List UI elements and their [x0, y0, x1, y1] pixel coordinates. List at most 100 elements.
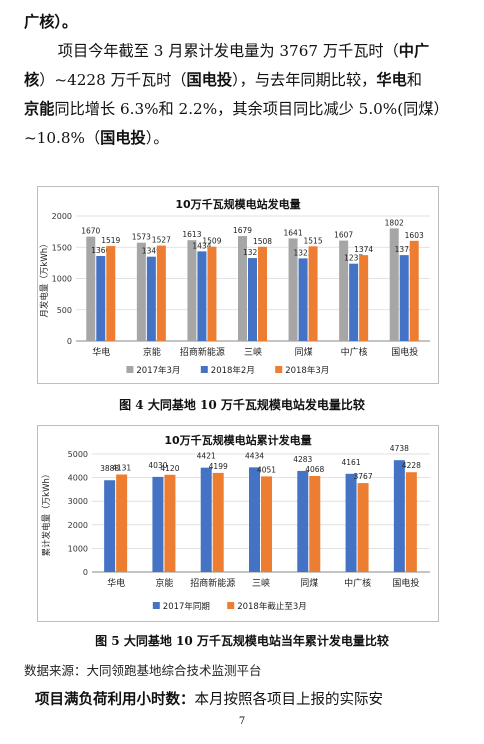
bar [146, 256, 156, 341]
data-label: 1802 [385, 218, 404, 227]
closing-line: 项目满负荷利用小时数：本月按照各项目上报的实际安 [35, 688, 383, 709]
bar [212, 472, 224, 572]
bar [96, 256, 106, 341]
y-tick-label: 2000 [68, 521, 88, 530]
bar [104, 480, 116, 572]
data-label: 1603 [405, 231, 424, 240]
legend-label: 2017年3月 [136, 365, 180, 376]
bar [200, 467, 212, 572]
data-label: 1509 [202, 237, 221, 246]
legend-label: 2018年截止至3月 [237, 601, 307, 612]
bar [136, 242, 146, 341]
data-label: 4051 [257, 465, 276, 474]
legend-label: 2017年同期 [163, 601, 210, 612]
data-label: 1527 [152, 236, 171, 245]
bar [298, 258, 308, 341]
bar [238, 236, 247, 341]
x-tick-label: 华电 [92, 346, 110, 358]
para-text: 广核）。 [24, 13, 78, 31]
legend-swatch [200, 366, 208, 373]
bar [297, 470, 309, 572]
x-tick-label: 华电 [107, 577, 125, 589]
bar [86, 236, 96, 341]
data-label: 1613 [182, 230, 201, 239]
chart-title: 10万千瓦规模电站累计发电量 [164, 434, 312, 447]
data-label: 1349 [142, 247, 161, 256]
bar [308, 246, 318, 341]
bar [389, 228, 399, 341]
para-text: 中广 [398, 42, 430, 60]
bar [261, 476, 272, 572]
para-text: 国电投 [100, 129, 146, 147]
para-text: ~10.8%（ [24, 129, 101, 147]
para-text: 项目今年截至 3 月累计发电量为 3767 万千瓦时（ [57, 42, 399, 60]
y-tick-label: 1500 [52, 243, 72, 252]
data-label: 1679 [233, 226, 252, 235]
body-paragraph: 广核）。 项目今年截至 3 月累计发电量为 3767 万千瓦时（中广 核）~42… [24, 8, 464, 153]
closing-text: 本月按照各项目上报的实际安 [194, 692, 384, 708]
x-tick-label: 招商新能源 [190, 577, 235, 589]
para-line-5: ~10.8%（国电投）。 [24, 124, 464, 153]
figure-4-caption: 图 4 大同基地 10 万千瓦规模电站发电量比较 [119, 398, 365, 412]
x-tick-label: 三峡 [252, 577, 270, 589]
y-tick-label: 4000 [68, 474, 88, 483]
x-tick-label: 招商新能源 [180, 346, 225, 358]
y-axis-label: 月发电量（万kWh） [39, 239, 50, 317]
bar [405, 472, 417, 572]
data-label: 4228 [402, 461, 421, 470]
x-tick-label: 同煤 [300, 577, 318, 589]
bar [309, 475, 321, 572]
chart-title: 10万千瓦规模电站发电量 [175, 198, 301, 211]
x-tick-label: 国电投 [391, 346, 418, 358]
bar [156, 245, 166, 341]
x-tick-label: 京能 [155, 577, 173, 589]
y-tick-label: 2000 [52, 212, 72, 221]
bar [357, 483, 369, 572]
bar [345, 473, 357, 572]
data-label: 4030 [148, 461, 167, 470]
data-label: 1641 [284, 228, 303, 237]
x-tick-label: 京能 [143, 346, 161, 358]
data-label: 1519 [101, 236, 120, 245]
bar [248, 258, 257, 341]
bar [164, 474, 176, 572]
data-label: 1515 [304, 236, 323, 245]
data-label: 4068 [305, 465, 324, 474]
data-label: 1237 [344, 254, 363, 263]
para-text: ），与去年同期比较， [232, 71, 377, 89]
figure-5-caption: 图 5 大同基地 10 万千瓦规模电站当年累计发电量比较 [95, 634, 389, 648]
para-text: ）~4228 万千瓦时（ [39, 71, 187, 89]
legend-swatch [275, 366, 283, 373]
bar [116, 474, 128, 572]
para-text: 核 [24, 71, 40, 89]
para-text: 华电 [376, 71, 407, 89]
data-label: 4283 [293, 455, 312, 464]
bar [197, 251, 207, 341]
para-text: 京能 [24, 100, 55, 118]
y-axis-label: 累计发电量（万kWh） [41, 470, 52, 557]
bar [207, 246, 217, 341]
data-label: 1327 [243, 248, 262, 257]
bar [339, 240, 349, 341]
y-tick-label: 1000 [68, 544, 88, 553]
data-label: 1322 [294, 248, 313, 257]
bar [187, 240, 197, 341]
data-label: 4161 [342, 458, 361, 467]
y-tick-label: 1000 [52, 275, 72, 284]
data-label: 4199 [209, 462, 228, 471]
y-tick-label: 500 [57, 306, 72, 315]
data-label: 1670 [81, 227, 100, 236]
para-text: 和 [406, 71, 422, 89]
legend-swatch [126, 366, 134, 373]
closing-bold: 项目满负荷利用小时数： [35, 691, 195, 708]
data-label: 4434 [245, 451, 264, 460]
bar [349, 263, 359, 341]
data-label: 1434 [192, 241, 211, 250]
bar [409, 240, 419, 341]
bar [399, 255, 409, 341]
data-label: 4131 [112, 464, 131, 473]
data-label: 1374 [395, 245, 414, 254]
chart-monthly-generation: 10万千瓦规模电站发电量 0 500 1000 1500 2000 月发电量（万kWh） 1… [37, 186, 439, 384]
para-text: 国电投 [186, 71, 233, 89]
